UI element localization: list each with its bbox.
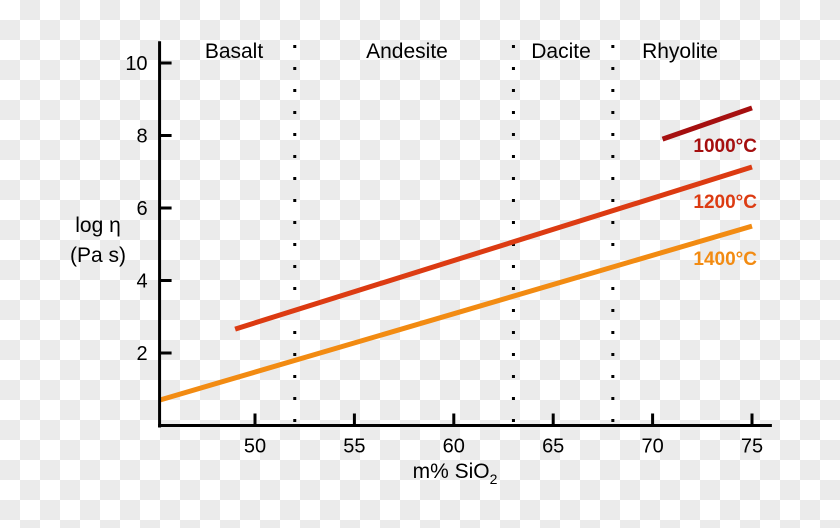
x-tick-label: 70 [641,436,663,458]
x-axis-label: m% SiO2 [413,460,498,487]
x-tick-label: 60 [443,436,465,458]
series-label-1400c: 1400°C [693,249,757,270]
series-line-1400c [158,223,753,403]
x-tick-label: 55 [343,436,365,458]
y-axis-label-line2: (Pa s) [70,244,126,267]
series-label-1000c: 1000°C [693,136,757,157]
series-line-1000c [661,105,753,142]
series-line-1200c [234,164,753,332]
series-label-1200c: 1200°C [693,192,757,213]
y-tick-label: 4 [136,271,147,293]
x-tick-label: 75 [741,436,763,458]
y-tick-label: 10 [125,53,147,75]
x-tick-label: 50 [244,436,266,458]
region-label-rhyolite: Rhyolite [642,40,718,63]
region-label-andesite: Andesite [366,40,448,63]
x-tick-label: 65 [542,436,564,458]
y-axis-label-line1: log η [75,214,121,237]
y-tick-label: 8 [136,126,147,148]
region-label-dacite: Dacite [531,40,591,63]
region-label-basalt: Basalt [205,40,264,63]
y-tick-label: 6 [136,198,147,220]
y-tick-label: 2 [136,343,147,365]
